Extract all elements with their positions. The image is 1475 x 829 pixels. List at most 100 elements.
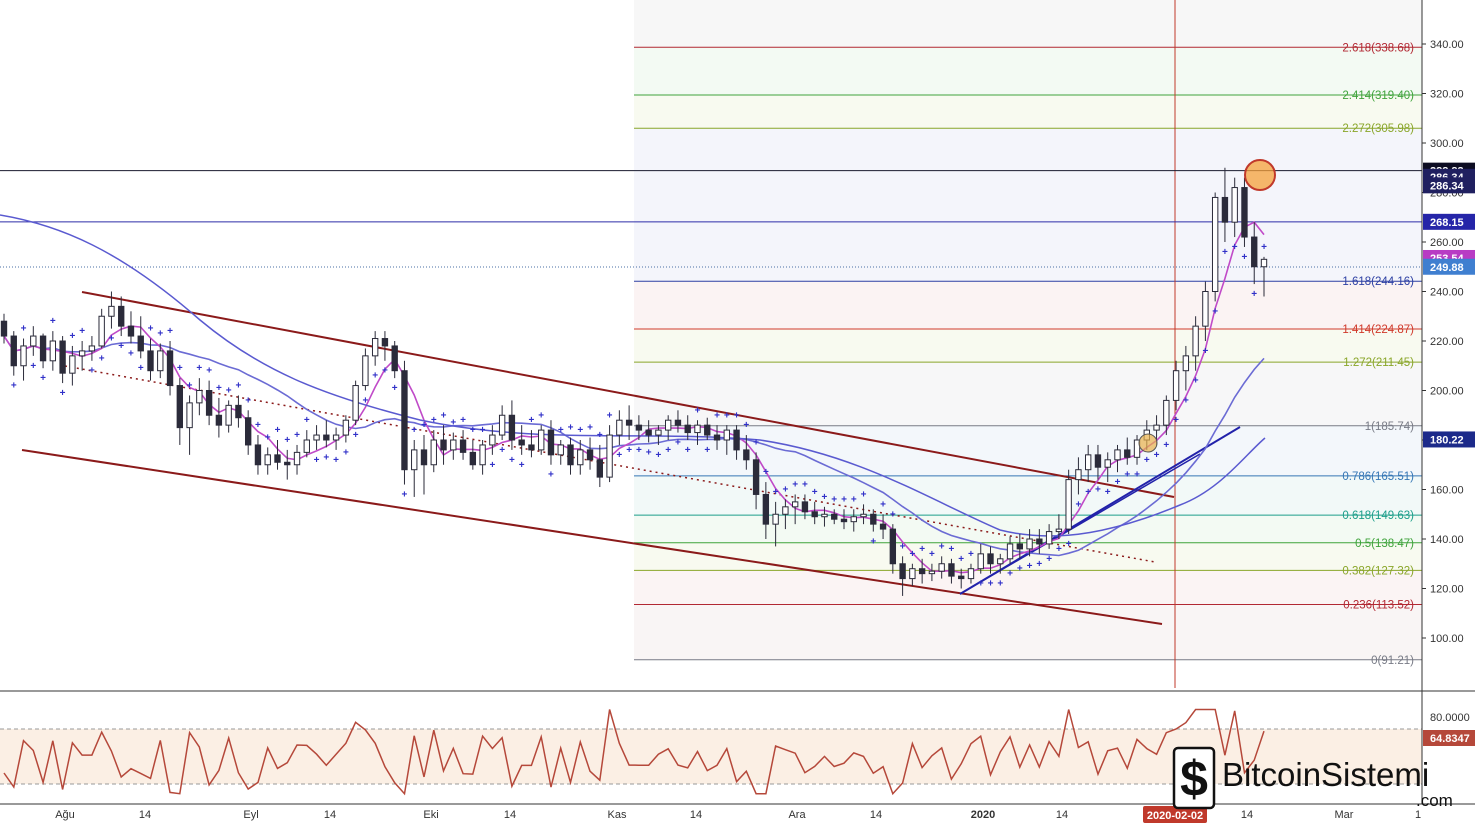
sar-dot: + <box>362 395 368 406</box>
price-axis: 100.00120.00140.00160.00180.00200.00220.… <box>1421 0 1470 804</box>
time-axis: Ağu 14 Eyl 14 Eki 14 Kas 14 Ara 14 2020 14 14 Mar 1 202… <box>0 803 1475 823</box>
candle <box>909 563 916 587</box>
candle-body <box>1085 454 1092 471</box>
candle-body <box>78 350 86 357</box>
sar-dot: + <box>646 447 652 458</box>
fib-label-0.382: 0.382(127.32) <box>1342 565 1414 577</box>
ma-slow <box>3 335 1265 557</box>
candle <box>352 380 359 426</box>
sar-dot: + <box>841 494 847 505</box>
candle-body <box>157 350 164 372</box>
sar-dot: + <box>441 410 447 421</box>
candle <box>1251 222 1258 285</box>
candle <box>127 311 135 344</box>
candle-body <box>479 444 486 466</box>
candle <box>313 425 320 450</box>
sar-dot: + <box>1134 470 1140 481</box>
candle-body <box>69 355 76 374</box>
candle <box>420 435 428 495</box>
candle <box>557 440 564 465</box>
candle <box>1231 177 1238 238</box>
y-tick-label: 260.00 <box>1430 237 1464 249</box>
sar-dot: + <box>1222 247 1228 258</box>
sar-dot: + <box>1017 564 1023 575</box>
sar-dot: + <box>1163 440 1169 451</box>
y-tick-label: 220.00 <box>1430 336 1464 348</box>
candle <box>10 331 17 376</box>
candle-body <box>215 414 223 426</box>
sar-dot: + <box>529 415 535 426</box>
candle-body <box>928 570 936 575</box>
sar-dot: + <box>323 452 329 463</box>
rsi-value-tag <box>1423 730 1475 746</box>
sar-dot: + <box>636 445 642 456</box>
candle-body <box>391 345 398 372</box>
x-tick-label: 14 <box>504 809 516 821</box>
candle <box>1006 536 1014 564</box>
sar-dot: + <box>1193 376 1199 387</box>
candle-body <box>850 516 857 523</box>
breakout-marker-circle <box>1138 433 1158 453</box>
sar-dot: + <box>909 549 915 560</box>
candle-body <box>147 350 154 372</box>
rsi-line <box>3 708 1265 796</box>
candle <box>743 435 750 470</box>
cursor-date-label: 2020-02-02 <box>1147 810 1203 822</box>
x-tick-label: 2020 <box>971 809 995 821</box>
candle <box>840 509 848 530</box>
sar-dot: + <box>1232 242 1238 253</box>
candle-body <box>459 439 467 453</box>
sar-dot: + <box>333 455 339 466</box>
price-tag-label: 249.88 <box>1430 262 1464 274</box>
candle-body <box>518 439 525 446</box>
candle-body <box>645 429 652 436</box>
candle-body <box>831 513 838 520</box>
sar-dot: + <box>265 433 271 444</box>
candle <box>694 420 701 445</box>
candle-body <box>352 385 359 421</box>
sar-dot: + <box>763 467 769 478</box>
candle-body <box>782 506 789 515</box>
sar-dot: + <box>187 381 193 392</box>
candle <box>1211 192 1219 302</box>
candle <box>459 430 467 460</box>
candle-body <box>498 414 506 436</box>
candle-body <box>694 424 701 434</box>
candle <box>157 343 164 379</box>
candle <box>0 313 8 344</box>
candle <box>225 400 232 433</box>
sar-dot: + <box>89 366 95 377</box>
sar-dot: + <box>294 430 300 441</box>
candle <box>879 514 887 539</box>
sar-dot: + <box>880 499 886 510</box>
candle-body <box>586 449 594 461</box>
sar-dot: + <box>226 386 232 397</box>
candle-body <box>196 390 203 404</box>
candle-body <box>713 434 721 441</box>
candle <box>498 405 506 440</box>
candle-body <box>1075 469 1082 481</box>
sar-dot: + <box>206 366 212 377</box>
sar-dot: + <box>753 437 759 448</box>
candle <box>342 415 350 443</box>
candle <box>1124 437 1131 465</box>
logo-suffix: .com <box>1416 791 1453 810</box>
candle-body <box>332 434 340 441</box>
candle <box>723 425 730 455</box>
candle-body <box>547 429 555 456</box>
candle <box>391 341 398 379</box>
candle-body <box>909 568 916 580</box>
y-tick-label: 320.00 <box>1430 89 1464 101</box>
candle-body <box>1036 538 1043 545</box>
candle-body <box>264 454 271 466</box>
candle-body <box>997 558 1004 565</box>
candle <box>469 440 477 470</box>
sar-dot: + <box>60 388 66 399</box>
sar-dot: + <box>695 405 701 416</box>
x-tick-label: 14 <box>324 809 336 821</box>
cursor-date-tag <box>1143 806 1207 823</box>
sar-dot: + <box>275 425 281 436</box>
sar-dot: + <box>626 445 632 456</box>
sar-dot: + <box>30 361 36 372</box>
sar-dot: + <box>79 326 85 337</box>
